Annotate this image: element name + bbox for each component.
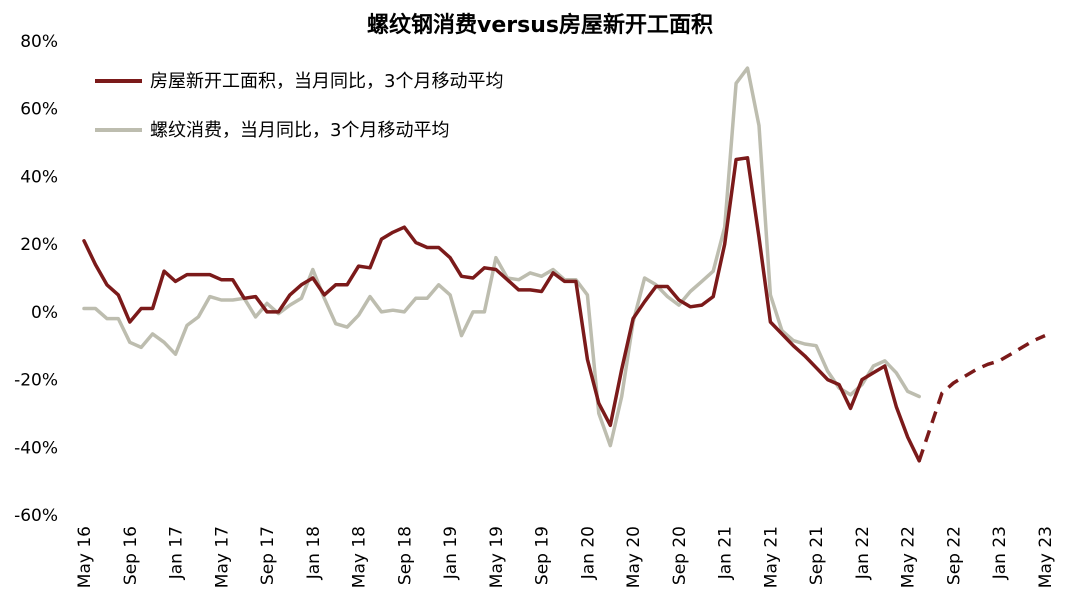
legend-label-rebar-consumption: 螺纹消费，当月同比，3个月移动平均	[150, 120, 449, 141]
x-tick-label: Sep 21	[807, 526, 827, 585]
x-tick-label: Sep 22	[944, 526, 964, 585]
chart-title: 螺纹钢消费versus房屋新开工面积	[367, 12, 713, 38]
x-tick-label: May 19	[487, 526, 507, 588]
x-tick-label: Jan 23	[990, 526, 1010, 580]
y-tick-label: -20%	[14, 371, 58, 391]
x-tick-label: Jan 19	[441, 526, 461, 580]
series-line-rebar-consumption	[82, 66, 921, 448]
y-tick-label: -40%	[14, 438, 58, 458]
x-tick-label: Jan 21	[716, 526, 736, 580]
legend-label-housing-starts: 房屋新开工面积，当月同比，3个月移动平均	[150, 71, 503, 92]
x-tick-label: May 21	[761, 526, 781, 588]
x-tick-label: Jan 18	[304, 526, 324, 580]
legend-item-housing-starts: 房屋新开工面积，当月同比，3个月移动平均	[95, 71, 503, 92]
x-tick-label: Sep 20	[670, 526, 690, 585]
x-tick-label: Jan 20	[578, 526, 598, 580]
x-tick-label: May 23	[1036, 526, 1056, 588]
y-tick-label: 0%	[31, 303, 58, 323]
y-tick-label: 80%	[20, 32, 58, 52]
series-line-housing-starts	[82, 156, 921, 463]
x-tick-label: Sep 17	[258, 526, 278, 585]
y-tick-label: 60%	[20, 100, 58, 120]
x-tick-label: Sep 18	[395, 526, 415, 585]
x-tick-label: May 16	[75, 526, 95, 588]
series-line-housing-starts-forecast	[917, 333, 1046, 462]
x-tick-label: May 20	[624, 526, 644, 588]
series-layer	[82, 66, 1046, 463]
x-tick-label: Jan 22	[853, 526, 873, 580]
x-tick-label: May 17	[212, 526, 232, 588]
y-tick-label: 40%	[20, 167, 58, 187]
legend-item-rebar-consumption: 螺纹消费，当月同比，3个月移动平均	[95, 120, 449, 141]
x-axis: May 16 Sep 16 Jan 17 May 17 Sep 17 Jan 18 May …	[75, 526, 1056, 588]
x-tick-label: Jan 17	[167, 526, 187, 580]
legend: 房屋新开工面积，当月同比，3个月移动平均 螺纹消费，当月同比，3个月移动平均	[95, 71, 503, 141]
y-tick-label: 20%	[20, 235, 58, 255]
y-axis: 80% 60% 40% 20% 0% -20% -40% -60%	[14, 32, 58, 526]
x-tick-label: May 18	[350, 526, 370, 588]
x-tick-label: May 22	[899, 526, 919, 588]
x-tick-label: Sep 16	[121, 526, 141, 585]
x-tick-label: Sep 19	[533, 526, 553, 585]
y-tick-label: -60%	[14, 506, 58, 526]
